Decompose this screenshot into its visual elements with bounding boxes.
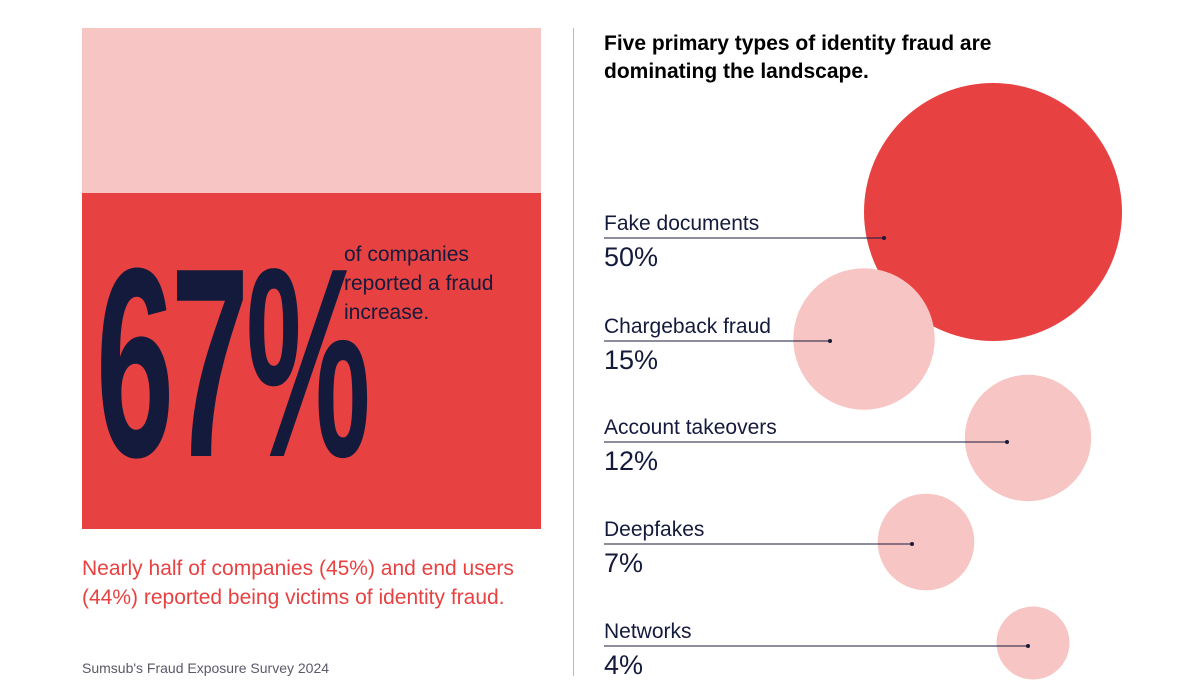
subtext: Nearly half of companies (45%) and end u… [82,557,514,609]
chart-title: Five primary types of identity fraud are… [604,32,992,83]
big-stat: 67% [96,214,371,514]
category-label-fake-documents: Fake documents [604,212,760,235]
category-label-deepfakes: Deepfakes [604,518,705,541]
bubble-deepfakes [877,493,975,591]
left-panel: 67% of companies reported a fraud increa… [82,28,541,529]
category-label-chargeback-fraud: Chargeback fraud [604,315,771,338]
category-value-networks: 4% [604,650,644,680]
leader-dot-fake-documents [882,236,886,240]
leader-dot-chargeback-fraud [828,339,832,343]
category-value-chargeback-fraud: 15% [604,345,659,375]
leader-dot-networks [1026,644,1030,648]
big-stat-caption: of companies reported a fraud increase. [344,243,494,324]
bubble-networks [996,606,1070,680]
bubble-fake-documents [864,83,1122,341]
category-label-networks: Networks [604,620,692,643]
category-value-account-takeovers: 12% [604,446,659,476]
big-stat-value: 67% [96,213,371,514]
bubble-account-takeovers [964,374,1092,502]
leader-dot-deepfakes [910,542,914,546]
panel-top-block [82,28,541,193]
bubble-chargeback-fraud [793,268,935,410]
source-note: Sumsub's Fraud Exposure Survey 2024 [82,660,330,676]
category-value-fake-documents: 50% [604,242,659,272]
category-value-deepfakes: 7% [604,548,644,578]
category-label-account-takeovers: Account takeovers [604,416,777,439]
vertical-divider [573,28,574,676]
leader-dot-account-takeovers [1005,440,1009,444]
panel-bottom-block [82,193,541,529]
